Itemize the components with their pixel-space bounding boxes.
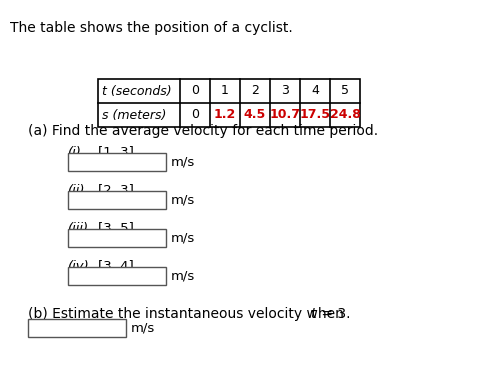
Bar (28, 319, 126, 337)
Text: [1, 3]: [1, 3] (98, 146, 134, 159)
Text: (b) Estimate the instantaneous velocity when: (b) Estimate the instantaneous velocity … (28, 307, 348, 321)
Text: (i): (i) (68, 146, 82, 159)
Text: 1: 1 (221, 85, 229, 97)
Text: 17.5: 17.5 (299, 108, 330, 122)
Text: 4: 4 (311, 85, 319, 97)
Text: (iv): (iv) (68, 260, 90, 273)
Text: s (meters): s (meters) (102, 108, 166, 122)
Text: t: t (310, 307, 315, 321)
Bar (68, 153, 166, 171)
Text: 1.2: 1.2 (214, 108, 236, 122)
Text: 0: 0 (191, 108, 199, 122)
Bar (68, 267, 166, 285)
Text: 24.8: 24.8 (329, 108, 360, 122)
Bar (98, 79, 360, 127)
Bar (68, 229, 166, 247)
Text: (a) Find the average velocity for each time period.: (a) Find the average velocity for each t… (28, 124, 378, 138)
Text: The table shows the position of a cyclist.: The table shows the position of a cyclis… (10, 21, 293, 35)
Text: 5: 5 (341, 85, 349, 97)
Text: [3, 5]: [3, 5] (98, 222, 134, 235)
Text: = 3.: = 3. (317, 307, 350, 321)
Bar (68, 191, 166, 209)
Text: (iii): (iii) (68, 222, 89, 235)
Text: [3, 4]: [3, 4] (98, 260, 134, 273)
Text: [2, 3]: [2, 3] (98, 184, 134, 197)
Text: 2: 2 (251, 85, 259, 97)
Text: 3: 3 (281, 85, 289, 97)
Text: 4.5: 4.5 (244, 108, 266, 122)
Text: (ii): (ii) (68, 184, 85, 197)
Text: m/s: m/s (171, 269, 195, 282)
Text: m/s: m/s (171, 232, 195, 244)
Text: m/s: m/s (171, 155, 195, 169)
Text: 0: 0 (191, 85, 199, 97)
Text: m/s: m/s (171, 194, 195, 207)
Text: 10.7: 10.7 (269, 108, 300, 122)
Text: m/s: m/s (131, 321, 155, 335)
Text: t (seconds): t (seconds) (102, 85, 172, 97)
